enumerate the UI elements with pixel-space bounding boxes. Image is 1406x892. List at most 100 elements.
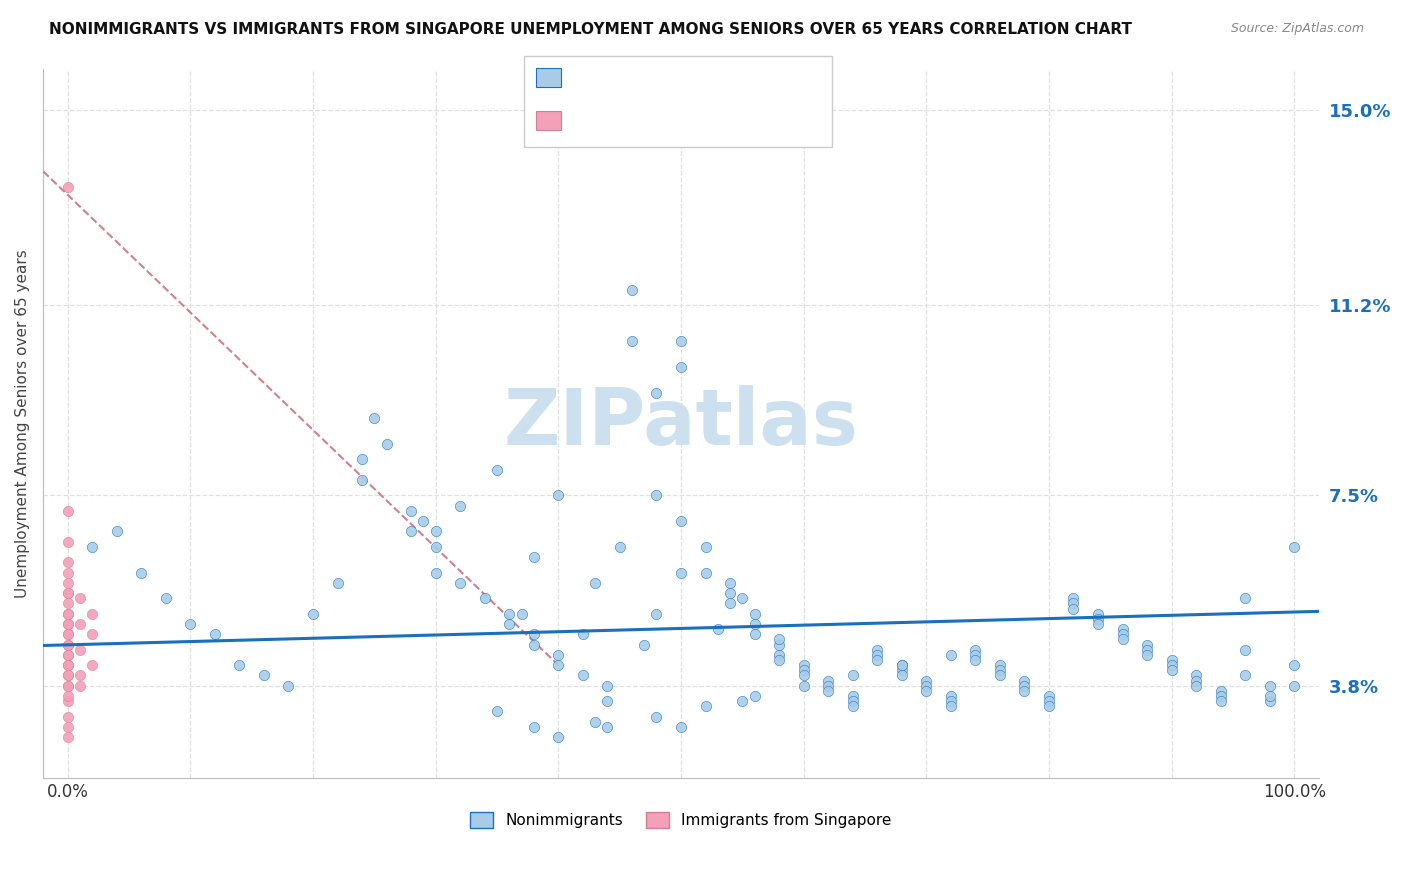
Point [1014,673,1036,688]
Text: ZIPatlas: ZIPatlas [503,385,859,461]
Point [1209,689,1232,703]
Point [718,586,741,600]
Point [744,616,766,631]
Point [965,642,987,657]
Point [131,566,153,580]
Point [915,683,938,698]
Point [1014,683,1036,698]
Point [155,591,177,606]
Point [817,673,839,688]
Point [768,638,790,652]
Point [56,720,79,734]
Point [988,658,1011,673]
Point [399,504,422,518]
Point [939,694,962,708]
Point [620,334,643,348]
Point [1234,591,1257,606]
Point [669,720,692,734]
Point [583,575,606,590]
Point [56,668,79,682]
Point [1209,683,1232,698]
Point [1111,622,1133,636]
Point [1160,653,1182,667]
Point [939,699,962,714]
Point [1234,668,1257,682]
Point [744,607,766,621]
Point [596,694,619,708]
Point [695,699,717,714]
Point [1185,673,1208,688]
Point [56,694,79,708]
Legend: Nonimmigrants, Immigrants from Singapore: Nonimmigrants, Immigrants from Singapore [464,806,898,834]
Point [474,591,496,606]
Point [866,653,889,667]
Point [1038,689,1060,703]
Point [793,658,815,673]
Point [1234,642,1257,657]
Point [82,627,104,641]
Point [572,627,595,641]
Point [82,658,104,673]
Point [1136,648,1159,662]
Point [793,663,815,677]
Point [1258,679,1281,693]
Point [1284,679,1306,693]
Point [56,658,79,673]
Point [399,524,422,539]
Point [669,514,692,528]
Point [449,575,471,590]
Point [744,689,766,703]
Point [572,668,595,682]
Point [56,668,79,682]
Point [768,632,790,647]
Point [1087,612,1109,626]
Point [744,627,766,641]
Point [793,679,815,693]
Point [69,591,91,606]
Point [56,607,79,621]
Point [69,679,91,693]
Point [326,575,349,590]
Point [56,730,79,744]
Point [866,642,889,657]
Point [56,679,79,693]
Point [731,591,754,606]
Point [988,663,1011,677]
Point [1160,658,1182,673]
Point [633,638,655,652]
Point [523,720,546,734]
Point [1258,689,1281,703]
Point [1185,668,1208,682]
Point [510,607,533,621]
Point [523,627,546,641]
Point [56,575,79,590]
Point [645,607,668,621]
Point [939,689,962,703]
Point [56,658,79,673]
Point [82,540,104,554]
Point [1062,601,1084,615]
Point [498,607,520,621]
Point [718,596,741,610]
Point [1087,607,1109,621]
Point [449,499,471,513]
Point [1111,627,1133,641]
Point [56,689,79,703]
Point [890,663,912,677]
Point [56,566,79,580]
Point [1062,591,1084,606]
Point [1284,540,1306,554]
Point [56,638,79,652]
Point [768,648,790,662]
Y-axis label: Unemployment Among Seniors over 65 years: Unemployment Among Seniors over 65 years [15,249,30,598]
Point [56,648,79,662]
Point [1185,679,1208,693]
Point [890,668,912,682]
Point [1111,632,1133,647]
Point [669,359,692,374]
Point [695,566,717,580]
Text: Source: ZipAtlas.com: Source: ZipAtlas.com [1230,22,1364,36]
Point [363,411,385,425]
Point [965,653,987,667]
Point [1038,699,1060,714]
